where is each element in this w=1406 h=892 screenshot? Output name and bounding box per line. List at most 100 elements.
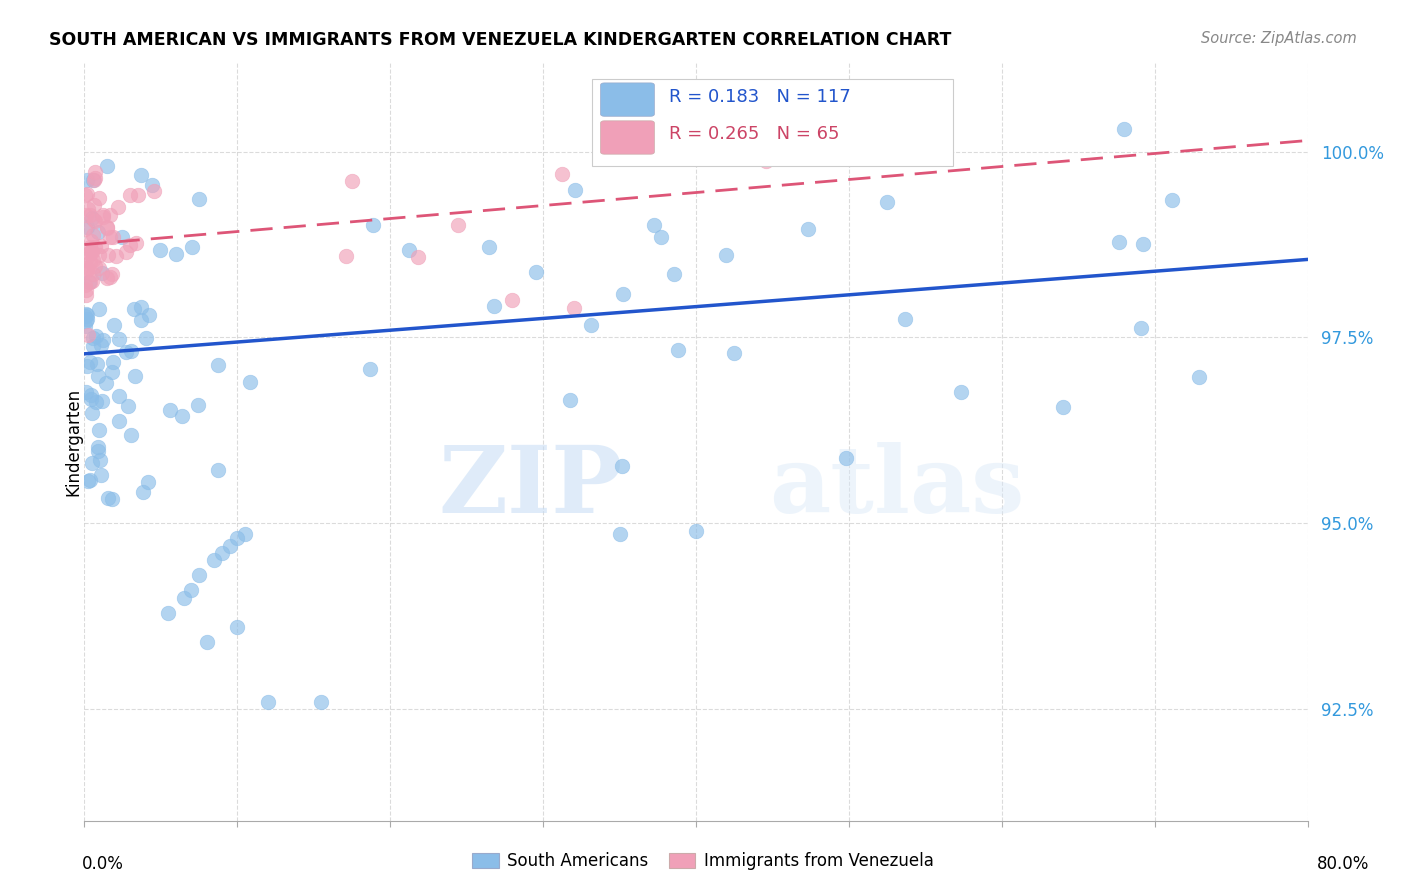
- Point: [75, 264, 97, 278]
- Point: [142, 184, 165, 198]
- Point: [1108, 235, 1130, 249]
- Text: atlas: atlas: [769, 442, 1025, 532]
- Point: [75, 314, 97, 328]
- Point: [135, 330, 157, 344]
- Point: [87, 368, 110, 383]
- Point: [80, 392, 103, 406]
- Point: [76, 173, 98, 187]
- Point: [80, 211, 103, 225]
- Point: [551, 167, 574, 181]
- Point: [447, 218, 470, 232]
- Point: [359, 361, 381, 376]
- Point: [79, 275, 101, 289]
- Point: [111, 230, 134, 244]
- Point: [76, 220, 98, 235]
- Point: [170, 409, 193, 424]
- Point: [643, 219, 665, 233]
- Point: [149, 243, 172, 257]
- Point: [755, 154, 778, 169]
- Point: [118, 238, 141, 252]
- Point: [122, 301, 145, 316]
- Point: [105, 249, 128, 263]
- Point: [82, 227, 104, 242]
- Point: [257, 695, 280, 709]
- Point: [1188, 370, 1211, 384]
- Point: [86, 440, 108, 454]
- Point: [1130, 321, 1153, 335]
- Point: [82, 274, 104, 288]
- Point: [75, 307, 97, 321]
- Text: Source: ZipAtlas.com: Source: ZipAtlas.com: [1201, 31, 1357, 46]
- Point: [76, 187, 98, 202]
- Point: [136, 475, 159, 489]
- Point: [84, 170, 107, 185]
- Point: [80, 244, 103, 259]
- Point: [524, 265, 547, 279]
- Point: [91, 334, 114, 348]
- Point: [75, 283, 97, 297]
- Point: [207, 358, 229, 372]
- Point: [482, 299, 505, 313]
- Point: [90, 468, 112, 483]
- Point: [79, 208, 101, 222]
- Text: 0.0%: 0.0%: [82, 855, 124, 872]
- Point: [1161, 194, 1184, 208]
- Point: [82, 406, 104, 420]
- Point: [131, 168, 153, 182]
- Point: [82, 173, 104, 187]
- Point: [361, 219, 384, 233]
- Point: [115, 344, 138, 359]
- Point: [157, 606, 180, 620]
- Point: [75, 278, 97, 293]
- Point: [188, 568, 211, 582]
- Point: [79, 275, 101, 289]
- Point: [159, 402, 181, 417]
- Point: [87, 261, 110, 276]
- Point: [180, 583, 202, 598]
- Point: [86, 329, 108, 343]
- Point: [75, 208, 97, 222]
- Point: [83, 198, 105, 212]
- Point: [335, 249, 357, 263]
- Point: [73, 222, 96, 236]
- Point: [76, 309, 98, 323]
- Point: [650, 230, 672, 244]
- Point: [138, 308, 160, 322]
- Point: [83, 173, 105, 187]
- Point: [599, 146, 621, 161]
- Point: [77, 202, 100, 216]
- Point: [218, 539, 240, 553]
- FancyBboxPatch shape: [600, 120, 654, 154]
- Point: [75, 287, 97, 301]
- Point: [91, 266, 114, 280]
- Point: [90, 238, 112, 252]
- Point: [96, 159, 118, 173]
- Point: [124, 369, 146, 384]
- Point: [82, 267, 104, 281]
- Point: [502, 293, 524, 308]
- Point: [97, 248, 120, 262]
- Point: [94, 376, 117, 390]
- Point: [132, 485, 155, 500]
- Point: [180, 239, 202, 253]
- Point: [84, 240, 107, 254]
- Point: [187, 398, 209, 412]
- Y-axis label: Kindergarten: Kindergarten: [65, 387, 82, 496]
- Point: [107, 414, 129, 428]
- Point: [866, 25, 889, 39]
- Point: [87, 423, 110, 437]
- Point: [478, 240, 501, 254]
- Point: [239, 375, 262, 389]
- Point: [83, 165, 105, 179]
- Point: [82, 456, 104, 470]
- Point: [79, 255, 101, 269]
- Point: [86, 357, 108, 371]
- Point: [75, 384, 97, 399]
- Legend: South Americans, Immigrants from Venezuela: South Americans, Immigrants from Venezue…: [465, 846, 941, 877]
- Point: [80, 244, 103, 259]
- Point: [662, 267, 685, 281]
- Point: [340, 174, 363, 188]
- Point: [82, 331, 104, 345]
- Point: [835, 450, 858, 465]
- Text: R = 0.265   N = 65: R = 0.265 N = 65: [669, 126, 839, 144]
